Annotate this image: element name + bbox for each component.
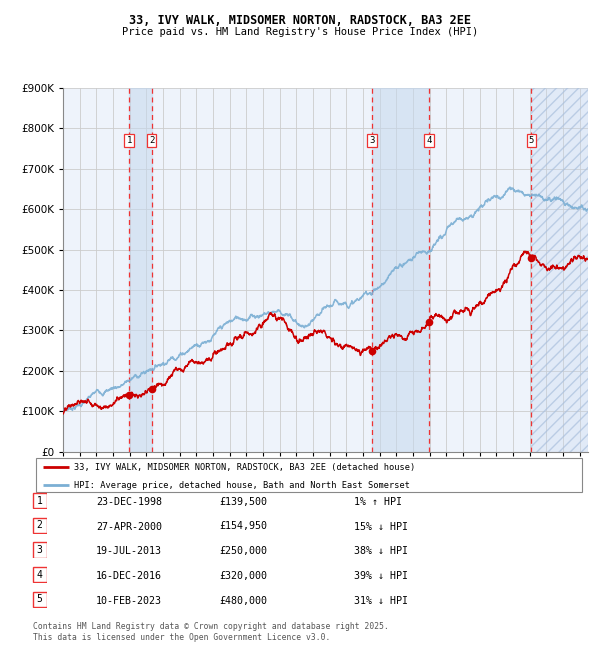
Text: 33, IVY WALK, MIDSOMER NORTON, RADSTOCK, BA3 2EE (detached house): 33, IVY WALK, MIDSOMER NORTON, RADSTOCK,… [74,463,416,472]
Bar [129,88,152,452]
FancyBboxPatch shape [32,567,47,582]
Text: 27-APR-2000: 27-APR-2000 [96,521,162,532]
Text: 10-FEB-2023: 10-FEB-2023 [96,595,162,606]
FancyBboxPatch shape [32,592,47,607]
Text: 5: 5 [529,136,534,145]
FancyBboxPatch shape [36,458,582,493]
FancyBboxPatch shape [32,493,47,508]
Bar [532,88,588,452]
Text: 16-DEC-2016: 16-DEC-2016 [96,571,162,581]
Text: 38% ↓ HPI: 38% ↓ HPI [354,546,408,556]
Text: 1: 1 [127,136,132,145]
Text: 2: 2 [149,136,154,145]
Text: Contains HM Land Registry data © Crown copyright and database right 2025.
This d: Contains HM Land Registry data © Crown c… [33,622,389,642]
FancyBboxPatch shape [32,517,47,533]
Text: 3: 3 [37,545,43,555]
Text: 39% ↓ HPI: 39% ↓ HPI [354,571,408,581]
Text: £139,500: £139,500 [219,497,267,507]
Text: HPI: Average price, detached house, Bath and North East Somerset: HPI: Average price, detached house, Bath… [74,481,410,490]
Text: £320,000: £320,000 [219,571,267,581]
Text: £154,950: £154,950 [219,521,267,532]
FancyBboxPatch shape [32,542,47,558]
Text: 19-JUL-2013: 19-JUL-2013 [96,546,162,556]
Text: £480,000: £480,000 [219,595,267,606]
Text: 4: 4 [37,569,43,580]
Bar [372,88,429,452]
Text: Price paid vs. HM Land Registry's House Price Index (HPI): Price paid vs. HM Land Registry's House … [122,27,478,37]
Text: 15% ↓ HPI: 15% ↓ HPI [354,521,408,532]
Text: 5: 5 [37,594,43,604]
Bar [532,88,588,452]
Text: 31% ↓ HPI: 31% ↓ HPI [354,595,408,606]
Text: £250,000: £250,000 [219,546,267,556]
Text: 3: 3 [370,136,375,145]
Text: 1% ↑ HPI: 1% ↑ HPI [354,497,402,507]
Text: 4: 4 [427,136,431,145]
Text: 2: 2 [37,520,43,530]
Text: 23-DEC-1998: 23-DEC-1998 [96,497,162,507]
Text: 33, IVY WALK, MIDSOMER NORTON, RADSTOCK, BA3 2EE: 33, IVY WALK, MIDSOMER NORTON, RADSTOCK,… [129,14,471,27]
Text: 1: 1 [37,495,43,506]
